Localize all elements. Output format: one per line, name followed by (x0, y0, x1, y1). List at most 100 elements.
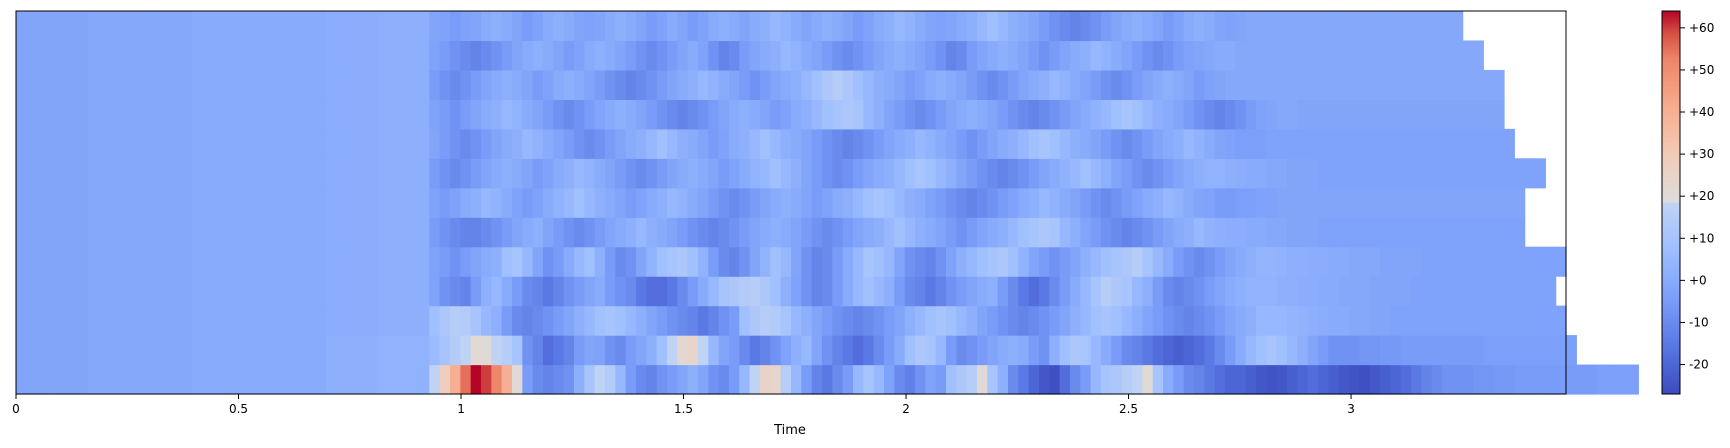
heatmap-cell (98, 335, 110, 366)
heatmap-cell (1411, 246, 1422, 277)
heatmap-cell (470, 364, 482, 395)
heatmap-cell (749, 158, 761, 189)
heatmap-cell (191, 128, 203, 159)
heatmap-cell (419, 11, 430, 42)
heatmap-cell (1504, 364, 1515, 395)
heatmap-cell (119, 99, 131, 130)
heatmap-cell (553, 69, 565, 100)
heatmap-cell (98, 158, 110, 189)
heatmap-cell (553, 128, 565, 159)
heatmap-cell (667, 305, 678, 336)
heatmap-cell (408, 128, 420, 159)
heatmap-cell (625, 69, 637, 100)
heatmap-cell (1297, 305, 1309, 336)
heatmap-cell (1431, 187, 1443, 218)
heatmap-cell (450, 128, 461, 159)
heatmap-cell (1028, 40, 1040, 71)
heatmap-cell (1338, 364, 1350, 395)
heatmap-cell (78, 11, 89, 42)
heatmap-cell (150, 335, 162, 366)
heatmap-cell (1225, 335, 1236, 366)
heatmap-cell (667, 69, 678, 100)
heatmap-cell (1266, 335, 1278, 366)
heatmap-cell (1225, 217, 1236, 248)
heatmap-cell (698, 305, 709, 336)
heatmap-cell (1059, 158, 1071, 189)
colorbar-tick-label: +20 (1689, 189, 1714, 203)
heatmap-cell (398, 276, 410, 307)
heatmap-cell (1493, 364, 1505, 395)
heatmap-cell (36, 40, 48, 71)
heatmap-cell (326, 276, 337, 307)
heatmap-cell (1070, 187, 1081, 218)
heatmap-cell (367, 69, 379, 100)
heatmap-cell (1359, 128, 1371, 159)
heatmap-cell (1266, 305, 1278, 336)
heatmap-cell (832, 128, 844, 159)
heatmap-cell (1421, 158, 1433, 189)
heatmap-cell (274, 187, 286, 218)
colorbar-tick-label: +60 (1689, 21, 1714, 35)
heatmap-cell (1462, 40, 1474, 71)
heatmap-cell (1183, 276, 1195, 307)
heatmap-cell (315, 69, 327, 100)
heatmap-cell (1380, 246, 1391, 277)
heatmap-cell (1411, 40, 1422, 71)
heatmap-cell (1132, 11, 1143, 42)
heatmap-cell (584, 40, 596, 71)
heatmap-cell (1121, 69, 1133, 100)
heatmap-cell (1018, 128, 1030, 159)
heatmap-cell (16, 217, 27, 248)
heatmap-cell (1008, 246, 1019, 277)
heatmap-cell (1338, 246, 1350, 277)
heatmap-cells (16, 11, 1639, 395)
heatmap-cell (801, 158, 813, 189)
heatmap-cell (109, 305, 120, 336)
heatmap-cell (1183, 305, 1195, 336)
heatmap-cell (1297, 158, 1309, 189)
heatmap-cell (1152, 158, 1164, 189)
heatmap-cell (553, 305, 565, 336)
heatmap-cell (1142, 40, 1154, 71)
heatmap-cell (1411, 69, 1422, 100)
heatmap-cell (1421, 364, 1433, 395)
heatmap-cell (450, 187, 461, 218)
heatmap-cell (1039, 69, 1050, 100)
heatmap-cell (522, 128, 534, 159)
heatmap-cell (1163, 305, 1174, 336)
heatmap-cell (1504, 128, 1515, 159)
heatmap-cell (408, 305, 420, 336)
heatmap-cell (1225, 11, 1236, 42)
heatmap-cell (171, 246, 182, 277)
heatmap-cell (222, 217, 234, 248)
heatmap-cell (1163, 99, 1174, 130)
heatmap-cell (429, 158, 441, 189)
heatmap-cell (543, 128, 554, 159)
heatmap-cell (801, 40, 813, 71)
heatmap-cell (625, 187, 637, 218)
heatmap-cell (532, 335, 544, 366)
heatmap-cell (429, 364, 441, 395)
heatmap-cell (191, 364, 203, 395)
heatmap-cell (1452, 40, 1464, 71)
heatmap-cell (1194, 217, 1205, 248)
heatmap-cell (1142, 217, 1154, 248)
heatmap-cell (98, 364, 110, 395)
heatmap-cell (253, 40, 265, 71)
heatmap-cell (109, 364, 120, 395)
heatmap-cell (501, 276, 513, 307)
heatmap-cell (171, 69, 182, 100)
heatmap-cell (594, 305, 606, 336)
heatmap-cell (1411, 335, 1422, 366)
heatmap-cell (884, 128, 895, 159)
heatmap-cell (615, 40, 627, 71)
heatmap-cell (1194, 364, 1205, 395)
heatmap-cell (336, 305, 348, 336)
heatmap-cell (935, 305, 947, 336)
heatmap-cell (780, 187, 792, 218)
heatmap-cell (88, 69, 100, 100)
x-tick-label: 1 (457, 402, 465, 416)
heatmap-cell (408, 11, 420, 42)
heatmap-cell (594, 40, 606, 71)
heatmap-cell (233, 364, 244, 395)
